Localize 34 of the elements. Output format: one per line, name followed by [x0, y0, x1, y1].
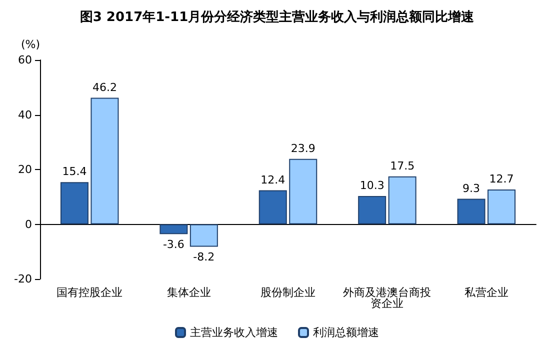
bar [190, 224, 218, 247]
bar [457, 198, 486, 224]
data-label: 10.3 [360, 179, 384, 192]
data-label: 9.3 [462, 182, 480, 195]
x-tick-label: 集体企业 [166, 286, 211, 299]
bar [289, 158, 318, 224]
bar [60, 182, 88, 224]
data-label: 23.9 [290, 142, 316, 155]
bar [160, 224, 188, 234]
x-tick-label: 私营企业 [464, 286, 508, 299]
y-tick-label: 20 [18, 163, 32, 176]
data-label: -8.2 [193, 250, 215, 264]
data-label: 17.5 [390, 159, 415, 172]
x-tick-label: 股份制企业 [260, 286, 316, 299]
legend-label: 利润总额增速 [313, 326, 379, 339]
legend-label: 主营业务收入增速 [190, 326, 278, 339]
y-tick-label: 0 [25, 218, 32, 231]
data-label: 12.7 [489, 172, 514, 186]
bar [488, 189, 516, 224]
bar [388, 176, 416, 224]
x-tick-label: 外商及港澳台商投资企业 [343, 286, 432, 310]
bar [358, 196, 386, 224]
chart-title: 图3 2017年1-11月份分经济类型主营业务收入与利润总额同比增速 [80, 9, 476, 25]
y-tick-label: -20 [14, 272, 32, 286]
data-label: 15.4 [62, 165, 87, 178]
bar [258, 190, 287, 224]
x-tick-label: 国有控股企业 [56, 286, 123, 299]
data-label: -3.6 [162, 238, 184, 252]
y-tick-label: 40 [18, 108, 32, 122]
data-label: 46.2 [92, 80, 117, 94]
data-label: 12.4 [260, 173, 286, 186]
y-axis-title: (%) [20, 38, 40, 51]
y-tick-label: 60 [18, 54, 32, 66]
bar [90, 98, 119, 224]
